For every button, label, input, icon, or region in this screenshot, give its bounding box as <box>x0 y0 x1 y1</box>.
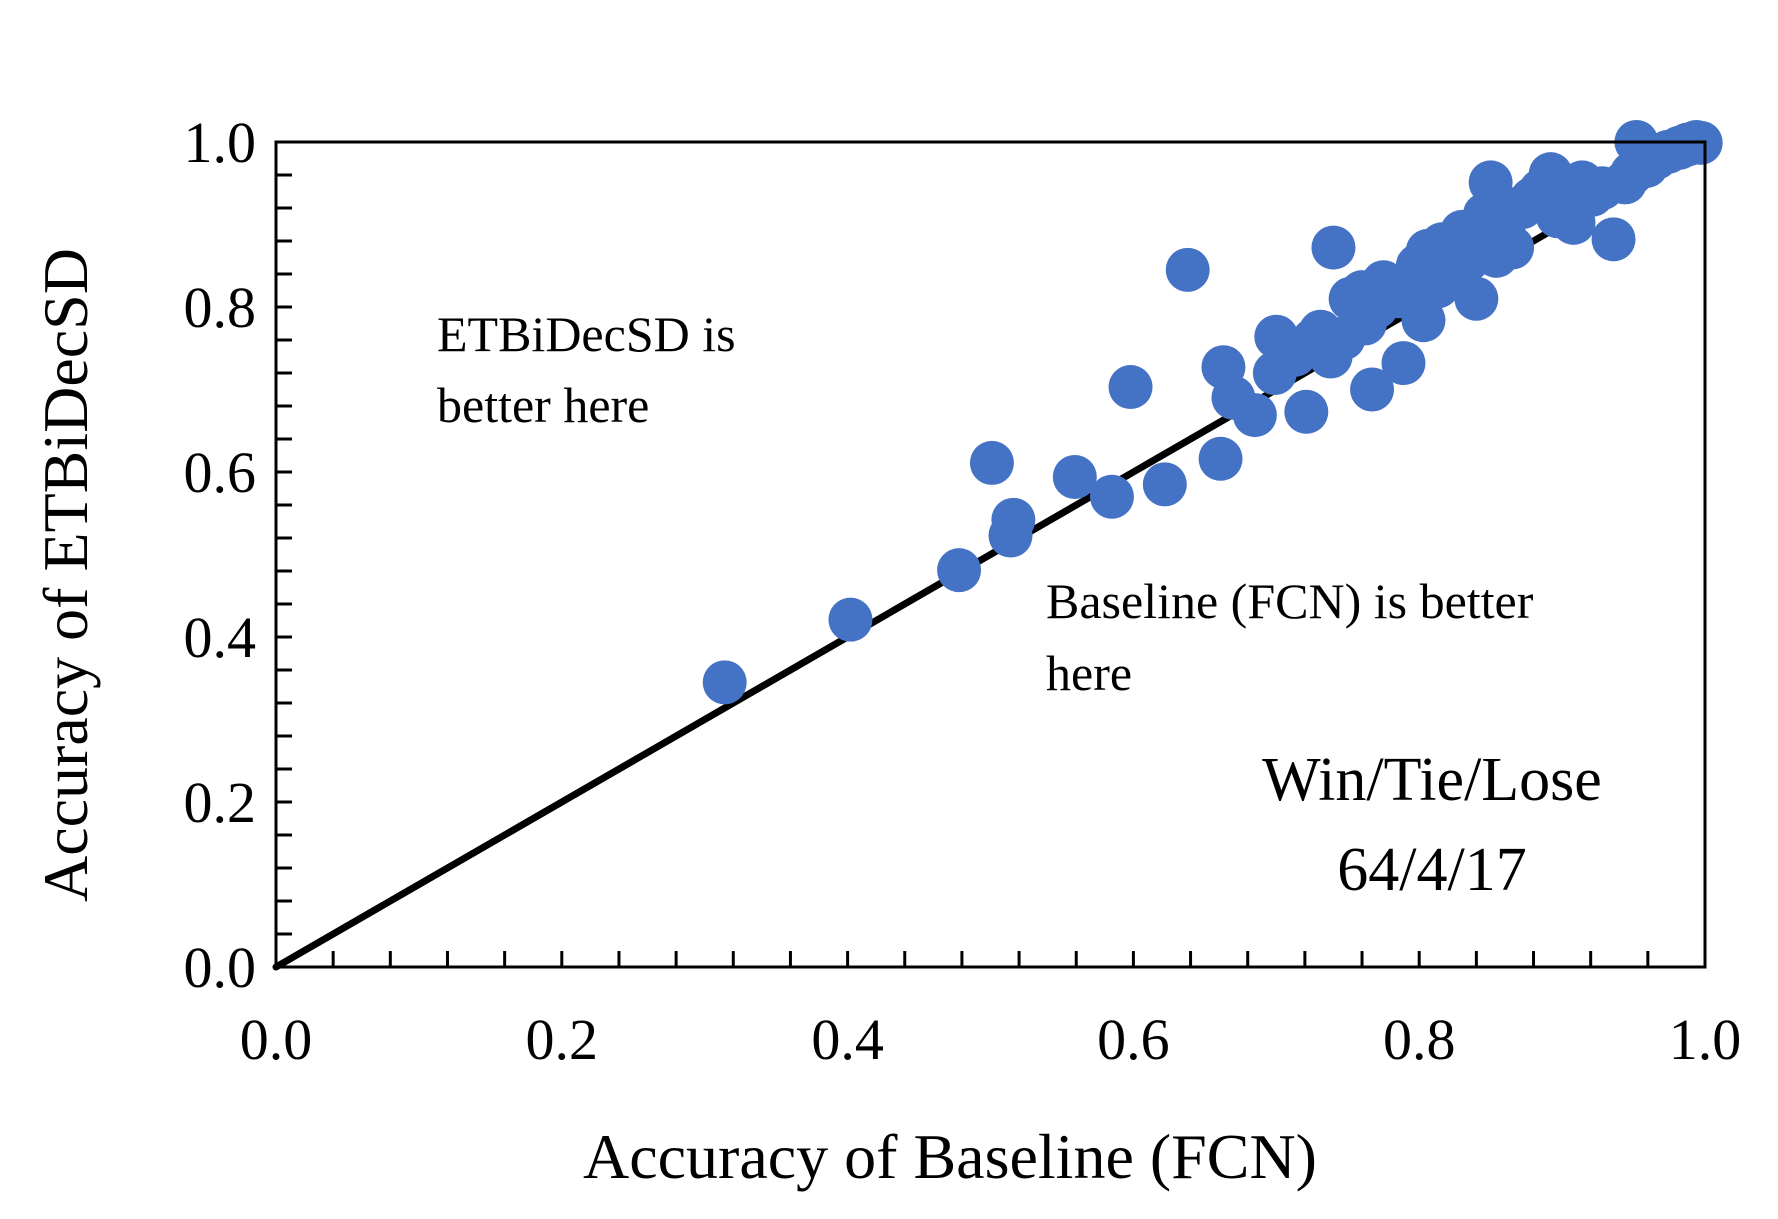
y-tick-label: 0.6 <box>184 440 257 505</box>
scatter-point <box>1490 225 1535 270</box>
scatter-point <box>991 497 1036 542</box>
y-tick-label: 0.0 <box>184 935 257 1000</box>
y-tick-label: 0.2 <box>184 770 257 835</box>
plot-area-frame <box>274 140 1707 969</box>
lower-region-label-line2: here <box>1046 645 1132 701</box>
y-tick-label: 0.4 <box>184 605 257 670</box>
scatter-point <box>1052 454 1097 499</box>
x-tick-label: 1.0 <box>1669 1007 1742 1072</box>
x-tick-label: 0.4 <box>811 1007 884 1072</box>
axis-ticks <box>274 140 1707 969</box>
scatter-point <box>1468 160 1513 205</box>
scatter-point <box>1284 389 1329 434</box>
x-tick-label: 0.8 <box>1383 1007 1456 1072</box>
scatter-point <box>1089 474 1134 519</box>
y-tick-labels: 0.0 0.2 0.4 0.6 0.8 1.0 <box>184 110 257 1000</box>
lower-region-label-line1: Baseline (FCN) is better <box>1046 573 1534 629</box>
scatter-point <box>1401 298 1446 343</box>
scatter-point <box>1591 217 1636 262</box>
win-tie-lose-value: 64/4/17 <box>1337 836 1526 904</box>
upper-region-label-line1: ETBiDecSD is <box>437 306 736 362</box>
scatter-point <box>1142 462 1187 507</box>
scatter-point <box>1165 247 1210 292</box>
scatter-point <box>1350 367 1395 412</box>
x-tick-label: 0.6 <box>1097 1007 1170 1072</box>
x-tick-label: 0.0 <box>240 1007 313 1072</box>
scatter-point <box>969 440 1014 485</box>
scatter-point <box>702 660 747 705</box>
data-points <box>702 120 1723 705</box>
scatter-point <box>1232 393 1277 438</box>
y-tick-label: 1.0 <box>184 110 257 175</box>
x-tick-label: 0.2 <box>526 1007 599 1072</box>
x-axis-title: Accuracy of Baseline (FCN) <box>583 1121 1317 1192</box>
y-tick-label: 0.8 <box>184 275 257 340</box>
y-axis-title: Accuracy of ETBiDecSD <box>30 248 101 902</box>
scatter-point <box>1311 225 1356 270</box>
scatter-point <box>1454 276 1499 321</box>
scatter-point <box>1198 436 1243 481</box>
x-tick-labels: 0.0 0.2 0.4 0.6 0.8 1.0 <box>240 1007 1742 1072</box>
scatter-point <box>828 597 873 642</box>
win-tie-lose-title: Win/Tie/Lose <box>1262 746 1602 814</box>
upper-region-label-line2: better here <box>437 377 649 433</box>
scatter-point <box>1108 365 1153 410</box>
scatter-point <box>937 548 982 593</box>
scatter-point <box>1381 341 1426 386</box>
